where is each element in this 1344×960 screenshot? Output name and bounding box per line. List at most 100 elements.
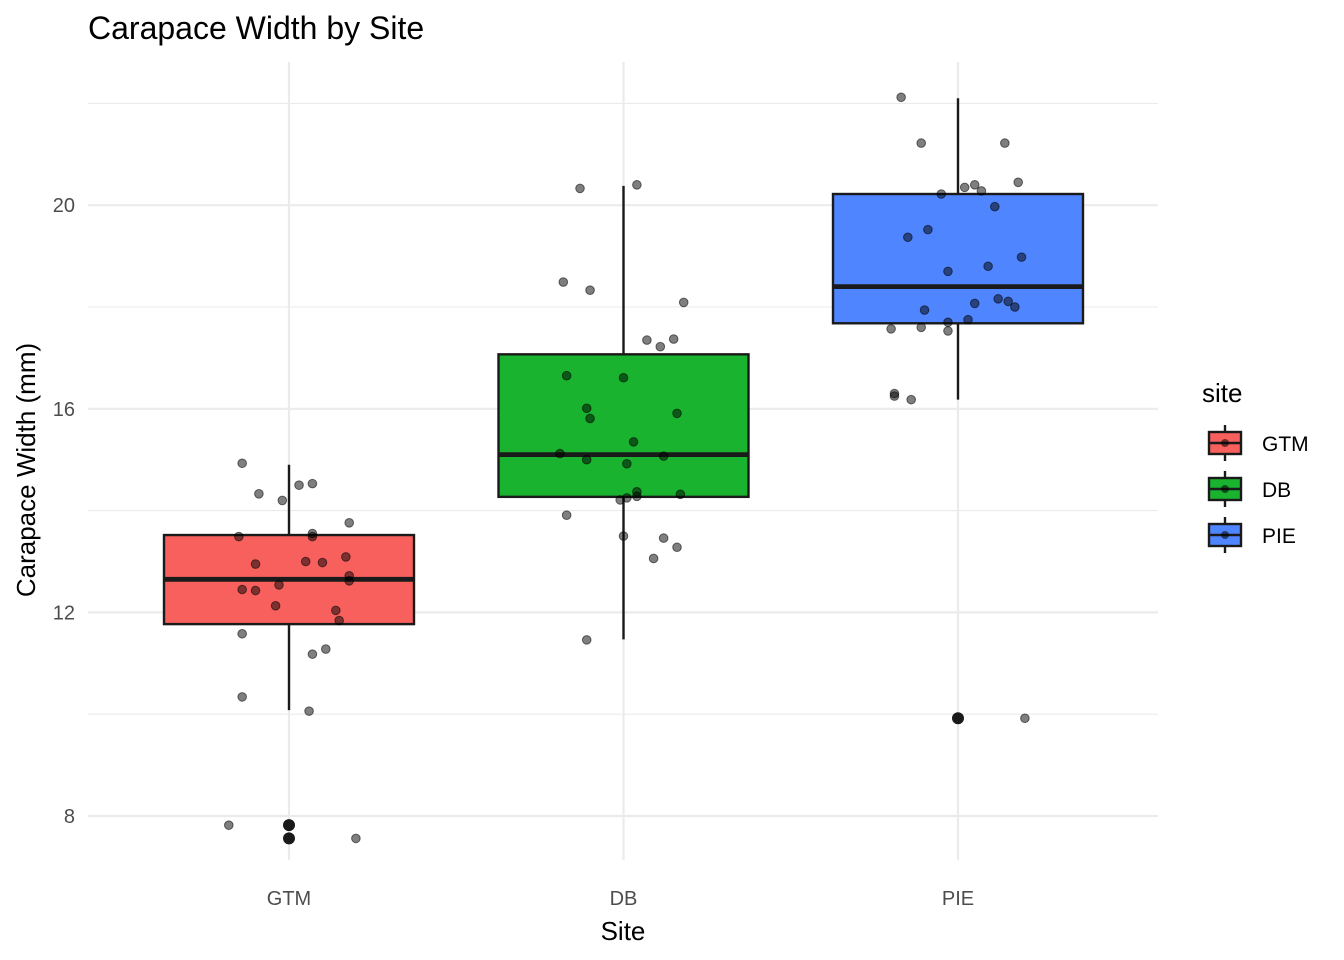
data-point xyxy=(969,298,980,309)
y-tick-label: 12 xyxy=(53,602,75,624)
data-point xyxy=(903,232,913,243)
data-point xyxy=(969,180,980,190)
legend: site GTM DB PIE xyxy=(1202,378,1309,553)
data-point xyxy=(906,394,916,405)
data-point xyxy=(1013,177,1024,188)
data-point xyxy=(307,478,318,489)
data-point xyxy=(270,600,281,611)
box-db xyxy=(497,185,750,640)
data-point xyxy=(1020,713,1030,724)
data-point xyxy=(1000,138,1010,148)
data-point xyxy=(585,413,595,424)
data-point xyxy=(618,531,629,541)
legend-point xyxy=(1221,439,1229,447)
data-point xyxy=(585,285,595,296)
data-point xyxy=(254,489,264,499)
data-point xyxy=(334,615,344,626)
data-point xyxy=(555,448,565,459)
chart-title: Carapace Width by Site xyxy=(88,10,424,46)
data-point xyxy=(1010,302,1020,312)
data-point xyxy=(668,334,679,344)
data-point xyxy=(896,92,906,103)
data-point xyxy=(618,372,629,383)
data-point xyxy=(622,458,632,469)
data-point xyxy=(307,531,318,542)
data-point xyxy=(307,649,318,659)
y-tick-label: 20 xyxy=(53,195,75,217)
y-tick-label: 8 xyxy=(64,806,75,828)
box-iqr xyxy=(831,192,1085,325)
data-point xyxy=(675,489,686,500)
data-point xyxy=(344,576,355,586)
data-point xyxy=(916,322,927,333)
data-point xyxy=(886,324,896,334)
x-axis-title: Site xyxy=(601,916,646,946)
legend-key-gtm xyxy=(1207,425,1243,461)
data-point xyxy=(575,183,585,194)
legend-label: PIE xyxy=(1262,525,1296,548)
data-point xyxy=(919,305,930,315)
data-point xyxy=(889,391,900,401)
data-point xyxy=(294,480,304,490)
data-point xyxy=(250,559,261,569)
legend-key-db xyxy=(1207,471,1243,507)
data-point xyxy=(963,314,973,325)
data-point xyxy=(561,370,572,381)
data-point xyxy=(304,706,314,716)
data-point xyxy=(993,294,1003,304)
data-point xyxy=(341,552,351,562)
data-point xyxy=(959,182,970,193)
data-point xyxy=(943,266,953,277)
data-point xyxy=(632,180,642,190)
data-point xyxy=(237,584,247,595)
data-point xyxy=(581,635,592,645)
y-axis-title: Carapace Width (mm) xyxy=(11,343,41,597)
data-point xyxy=(558,277,569,287)
data-point xyxy=(615,495,625,505)
data-point xyxy=(632,491,642,502)
x-tick-label: PIE xyxy=(942,888,974,910)
legend-label: DB xyxy=(1262,479,1291,502)
data-point xyxy=(223,820,234,830)
data-point xyxy=(648,553,659,564)
data-point xyxy=(1016,252,1027,262)
data-point xyxy=(642,335,652,345)
data-point xyxy=(581,454,592,465)
outlier-point xyxy=(283,832,295,845)
data-point xyxy=(672,542,682,553)
outlier-point xyxy=(283,819,295,832)
data-point xyxy=(277,495,288,506)
data-point xyxy=(274,580,284,590)
data-point xyxy=(983,261,993,272)
data-point xyxy=(237,692,247,702)
data-point xyxy=(234,531,244,542)
box-pie xyxy=(831,98,1085,725)
data-point xyxy=(672,408,682,419)
data-point xyxy=(658,533,669,543)
data-point xyxy=(320,644,331,654)
data-point xyxy=(976,186,987,196)
data-point xyxy=(916,138,927,148)
y-axis-ticks: 8 12 16 20 xyxy=(53,195,75,828)
x-axis-ticks: GTM DB PIE xyxy=(267,888,974,910)
data-point xyxy=(237,628,247,639)
data-point xyxy=(658,451,669,461)
data-point xyxy=(250,585,261,596)
data-point xyxy=(1003,296,1013,307)
jitter-points xyxy=(223,92,1030,844)
data-point xyxy=(628,437,639,447)
data-point xyxy=(989,201,1000,212)
legend-title: site xyxy=(1202,378,1242,408)
data-point xyxy=(344,518,355,528)
x-tick-label: DB xyxy=(610,888,638,910)
y-tick-label: 16 xyxy=(53,399,75,421)
data-point xyxy=(237,458,247,469)
data-point xyxy=(300,556,311,567)
legend-key-pie xyxy=(1207,517,1243,553)
data-point xyxy=(351,833,361,844)
data-point xyxy=(678,297,689,308)
data-point xyxy=(943,326,953,336)
data-point xyxy=(655,341,666,352)
data-point xyxy=(923,224,933,235)
